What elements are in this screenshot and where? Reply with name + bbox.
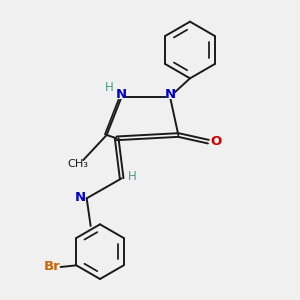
Bar: [116, 89, 126, 99]
Bar: [166, 89, 175, 99]
Text: Br: Br: [44, 260, 60, 274]
Text: H: H: [128, 170, 137, 183]
Text: H: H: [105, 81, 113, 94]
Text: CH₃: CH₃: [68, 159, 89, 169]
Bar: [211, 137, 220, 146]
Text: N: N: [116, 88, 127, 100]
Text: O: O: [210, 135, 221, 148]
Bar: [76, 193, 85, 202]
Text: N: N: [75, 191, 86, 204]
Text: N: N: [165, 88, 176, 100]
